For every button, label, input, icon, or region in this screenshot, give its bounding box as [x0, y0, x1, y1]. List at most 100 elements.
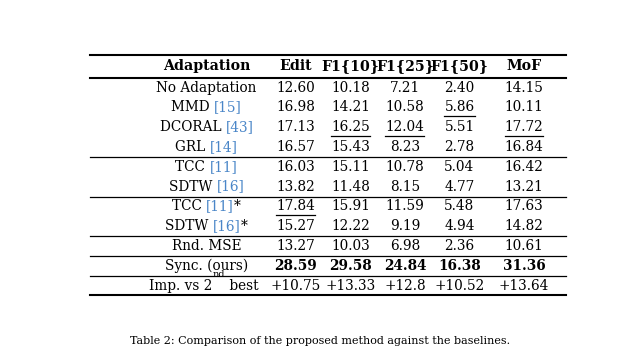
Text: F1{25}: F1{25} — [376, 60, 434, 74]
Text: 16.03: 16.03 — [276, 160, 315, 174]
Text: 11.48: 11.48 — [331, 180, 370, 193]
Text: [14]: [14] — [210, 140, 237, 154]
Text: 2.40: 2.40 — [444, 81, 475, 95]
Text: Imp. vs 2: Imp. vs 2 — [149, 278, 212, 293]
Text: 7.21: 7.21 — [390, 81, 420, 95]
Text: +12.8: +12.8 — [384, 278, 426, 293]
Text: SDTW [16]: SDTW [16] — [169, 180, 244, 193]
Text: GRL [14]: GRL [14] — [175, 140, 237, 154]
Text: [11]: [11] — [206, 200, 234, 213]
Text: [16]: [16] — [213, 219, 241, 233]
Text: 15.11: 15.11 — [331, 160, 370, 174]
Text: Edit: Edit — [280, 60, 312, 74]
Text: 29.58: 29.58 — [329, 259, 372, 273]
Text: DCORAL: DCORAL — [159, 120, 225, 134]
Text: SDTW: SDTW — [165, 219, 213, 233]
Text: +10.75: +10.75 — [271, 278, 321, 293]
Text: SDTW [16]*: SDTW [16]* — [165, 219, 248, 233]
Text: 2.36: 2.36 — [444, 239, 474, 253]
Text: Table 2: Comparison of the proposed method against the baselines.: Table 2: Comparison of the proposed meth… — [130, 336, 510, 346]
Text: 10.11: 10.11 — [504, 100, 543, 115]
Text: +13.64: +13.64 — [499, 278, 549, 293]
Text: 12.04: 12.04 — [385, 120, 424, 134]
Text: 24.84: 24.84 — [383, 259, 426, 273]
Text: 10.18: 10.18 — [331, 81, 370, 95]
Text: F1{50}: F1{50} — [431, 60, 488, 74]
Text: Rnd. MSE: Rnd. MSE — [172, 239, 241, 253]
Text: 5.86: 5.86 — [444, 100, 474, 115]
Text: 8.15: 8.15 — [390, 180, 420, 193]
Text: F1{10}: F1{10} — [321, 60, 380, 74]
Text: *: * — [234, 200, 241, 213]
Text: 2.78: 2.78 — [444, 140, 474, 154]
Text: 12.22: 12.22 — [331, 219, 370, 233]
Text: 17.13: 17.13 — [276, 120, 315, 134]
Text: best: best — [225, 278, 259, 293]
Text: GRL [14]: GRL [14] — [175, 140, 237, 154]
Text: 31.36: 31.36 — [502, 259, 545, 273]
Text: Imp. vs 2nd best: Imp. vs 2nd best — [149, 278, 264, 293]
Text: No Adaptation: No Adaptation — [156, 81, 257, 95]
Text: GRL: GRL — [175, 140, 210, 154]
Text: TCC [11]*: TCC [11]* — [172, 200, 241, 213]
Text: [16]: [16] — [216, 180, 244, 193]
Text: TCC: TCC — [175, 160, 210, 174]
Text: 17.63: 17.63 — [504, 200, 543, 213]
Text: 10.58: 10.58 — [385, 100, 424, 115]
Text: [43]: [43] — [225, 120, 253, 134]
Text: TCC [11]*: TCC [11]* — [172, 200, 241, 213]
Text: 10.78: 10.78 — [385, 160, 424, 174]
Text: Imp. vs 2 best: Imp. vs 2 best — [158, 278, 255, 293]
Text: +10.52: +10.52 — [435, 278, 484, 293]
Text: [15]: [15] — [214, 100, 242, 115]
Text: 28.59: 28.59 — [275, 259, 317, 273]
Text: Sync. (ours): Sync. (ours) — [165, 258, 248, 273]
Text: 5.04: 5.04 — [444, 160, 475, 174]
Text: 9.19: 9.19 — [390, 219, 420, 233]
Text: DCORAL [43]: DCORAL [43] — [159, 120, 253, 134]
Text: TCC: TCC — [172, 200, 206, 213]
Text: 16.38: 16.38 — [438, 259, 481, 273]
Text: 8.23: 8.23 — [390, 140, 420, 154]
Text: 10.61: 10.61 — [504, 239, 543, 253]
Text: 17.72: 17.72 — [504, 120, 543, 134]
Text: 15.43: 15.43 — [331, 140, 370, 154]
Text: MMD [15]: MMD [15] — [171, 100, 242, 115]
Text: +13.33: +13.33 — [325, 278, 376, 293]
Text: DCORAL [43]: DCORAL [43] — [159, 120, 253, 134]
Text: 12.60: 12.60 — [276, 81, 315, 95]
Text: [11]: [11] — [210, 160, 237, 174]
Text: 16.25: 16.25 — [331, 120, 370, 134]
Text: MMD [15]: MMD [15] — [171, 100, 242, 115]
Text: SDTW [16]*: SDTW [16]* — [165, 219, 248, 233]
Text: SDTW: SDTW — [169, 180, 216, 193]
Text: SDTW [16]: SDTW [16] — [169, 180, 244, 193]
Text: 5.51: 5.51 — [444, 120, 474, 134]
Text: 14.21: 14.21 — [331, 100, 370, 115]
Text: MoF: MoF — [506, 60, 541, 74]
Text: 6.98: 6.98 — [390, 239, 420, 253]
Text: 16.84: 16.84 — [504, 140, 543, 154]
Text: 14.82: 14.82 — [504, 219, 543, 233]
Text: *: * — [241, 219, 248, 233]
Text: 5.48: 5.48 — [444, 200, 475, 213]
Text: 15.91: 15.91 — [331, 200, 370, 213]
Text: 4.94: 4.94 — [444, 219, 475, 233]
Text: 16.98: 16.98 — [276, 100, 315, 115]
Text: Adaptation: Adaptation — [163, 60, 250, 74]
Text: 16.42: 16.42 — [504, 160, 543, 174]
Text: nd: nd — [212, 270, 225, 279]
Text: TCC [11]: TCC [11] — [175, 160, 237, 174]
Text: 4.77: 4.77 — [444, 180, 475, 193]
Text: 13.82: 13.82 — [276, 180, 315, 193]
Text: 10.03: 10.03 — [331, 239, 370, 253]
Text: 13.21: 13.21 — [504, 180, 543, 193]
Text: TCC [11]: TCC [11] — [175, 160, 237, 174]
Text: 14.15: 14.15 — [504, 81, 543, 95]
Text: 17.84: 17.84 — [276, 200, 315, 213]
Text: 15.27: 15.27 — [276, 219, 315, 233]
Text: 13.27: 13.27 — [276, 239, 315, 253]
Text: 16.57: 16.57 — [276, 140, 315, 154]
Text: 11.59: 11.59 — [385, 200, 424, 213]
Text: MMD: MMD — [171, 100, 214, 115]
